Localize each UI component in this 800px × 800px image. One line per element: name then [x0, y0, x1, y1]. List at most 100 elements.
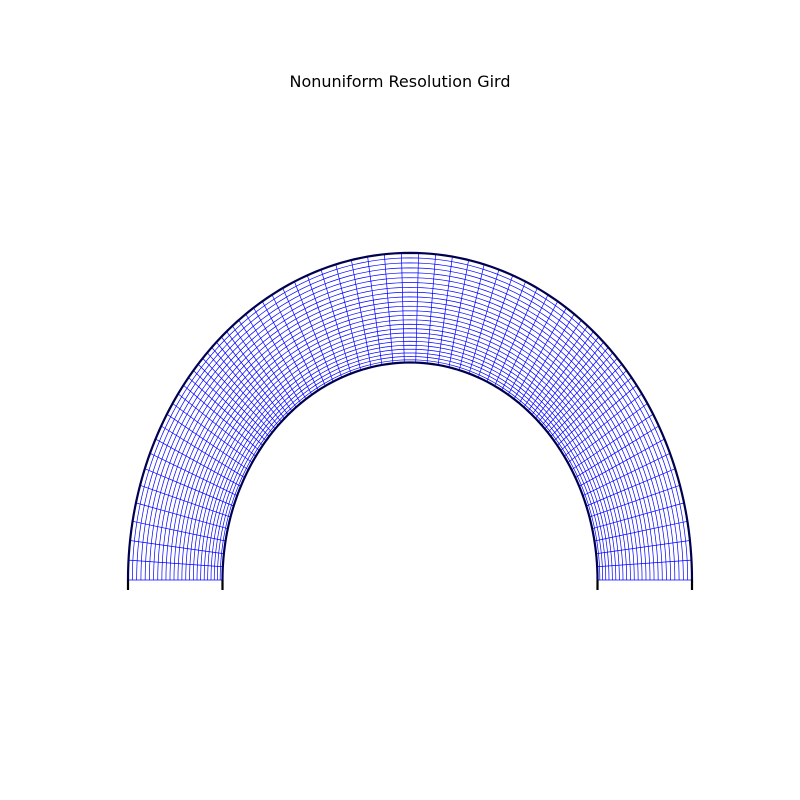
radial-grid-line	[550, 363, 623, 437]
radial-grid-line	[128, 559, 223, 568]
radial-grid-line	[589, 484, 681, 518]
radial-grid-line	[144, 468, 234, 507]
radial-grid-line	[547, 358, 618, 433]
arc-grid-line	[189, 323, 631, 581]
grid-boundaries	[126, 251, 694, 590]
chart-title: Nonuniform Resolution Gird	[289, 72, 511, 91]
radial-grid-line	[579, 438, 665, 487]
arc-grid-line	[136, 262, 684, 581]
arc-grid-line	[144, 272, 676, 581]
radial-grid-line	[535, 336, 599, 419]
arc-grid-line	[165, 296, 655, 581]
radial-grid-line	[571, 413, 654, 471]
radial-grid-line	[544, 352, 614, 430]
radial-grid-line	[477, 275, 514, 378]
arc-grid-line	[131, 257, 689, 581]
radial-grid-line	[271, 294, 319, 391]
radial-grid-line	[538, 341, 604, 423]
radial-grid-line	[596, 540, 690, 555]
radial-grid-line	[282, 287, 326, 387]
radial-grid-line	[507, 301, 559, 395]
radial-grid-line	[527, 325, 588, 412]
inner-arc-boundary	[221, 361, 599, 581]
radial-grid-line	[206, 352, 276, 430]
arc-grid-line	[213, 352, 607, 581]
radial-grid-line	[531, 331, 594, 415]
radial-grid-line	[367, 256, 383, 366]
radial-grid-line	[139, 484, 231, 518]
radial-grid-line	[155, 438, 241, 487]
arc-grid-line	[192, 328, 628, 581]
arc-grid-line	[203, 340, 617, 581]
radial-grid-line	[172, 403, 253, 463]
radial-grid-line	[193, 370, 267, 441]
radial-grid-line	[582, 452, 671, 497]
radial-grid-lines	[128, 253, 692, 581]
radial-grid-line	[183, 384, 260, 451]
radial-grid-line	[197, 363, 270, 437]
radial-grid-line	[557, 377, 632, 446]
radial-grid-line	[437, 256, 453, 366]
arc-grid-line	[181, 315, 639, 581]
radial-grid-line	[202, 358, 273, 433]
radial-grid-line	[351, 259, 372, 368]
radial-grid-line	[563, 393, 643, 457]
radial-grid-line	[586, 468, 676, 507]
arc-grid-line	[196, 332, 624, 581]
radial-grid-line	[426, 254, 436, 364]
radial-grid-line	[232, 325, 293, 412]
radial-grid-line	[149, 452, 238, 497]
radial-grid-line	[226, 331, 289, 415]
radial-grid-line	[486, 281, 526, 382]
radial-grid-line	[415, 253, 419, 363]
arc-grid-line	[216, 356, 604, 581]
radial-grid-line	[253, 307, 307, 400]
arc-grid-line	[149, 277, 671, 581]
arc-grid-line	[157, 287, 663, 581]
radial-grid-line	[238, 319, 297, 408]
arc-grid-line	[153, 282, 667, 581]
radial-grid-line	[161, 425, 245, 478]
radial-grid-line	[135, 502, 228, 530]
radial-grid-line	[130, 540, 224, 555]
arc-grid-line	[210, 348, 610, 581]
radial-grid-line	[188, 377, 263, 446]
radial-grid-line	[216, 341, 282, 423]
outer-arc-boundary	[126, 251, 694, 581]
radial-grid-line	[494, 287, 538, 387]
arc-grid-line	[161, 291, 659, 581]
radial-grid-line	[261, 301, 313, 395]
radial-grid-line	[211, 347, 279, 426]
arc-grid-line	[140, 267, 680, 581]
radial-grid-line	[294, 281, 334, 382]
radial-grid-line	[501, 294, 549, 391]
arc-grid-line	[200, 336, 620, 581]
radial-grid-line	[594, 520, 688, 542]
arc-grid-line	[127, 252, 693, 581]
radial-grid-line	[335, 264, 362, 371]
radial-grid-line	[575, 425, 659, 478]
radial-grid-line	[523, 319, 582, 408]
arc-grid-line	[219, 359, 601, 581]
radial-grid-line	[448, 259, 469, 368]
arc-grid-lines	[127, 252, 693, 581]
radial-grid-line	[221, 336, 285, 419]
radial-grid-line	[597, 559, 692, 568]
radial-grid-line	[468, 269, 500, 374]
radial-grid-line	[177, 393, 257, 457]
radial-grid-line	[592, 502, 685, 530]
radial-grid-line	[320, 269, 352, 374]
radial-grid-line	[541, 347, 609, 426]
radial-grid-line	[458, 264, 485, 371]
radial-grid-line	[166, 413, 249, 471]
arc-grid-line	[177, 310, 643, 581]
arc-grid-line	[185, 319, 635, 581]
radial-grid-line	[401, 253, 405, 363]
radial-grid-line	[132, 520, 226, 542]
arc-grid-line	[169, 301, 651, 581]
radial-grid-line	[567, 403, 648, 463]
radial-grid-line	[384, 254, 394, 364]
radial-grid-line	[518, 313, 575, 404]
radial-grid-line	[513, 307, 567, 400]
